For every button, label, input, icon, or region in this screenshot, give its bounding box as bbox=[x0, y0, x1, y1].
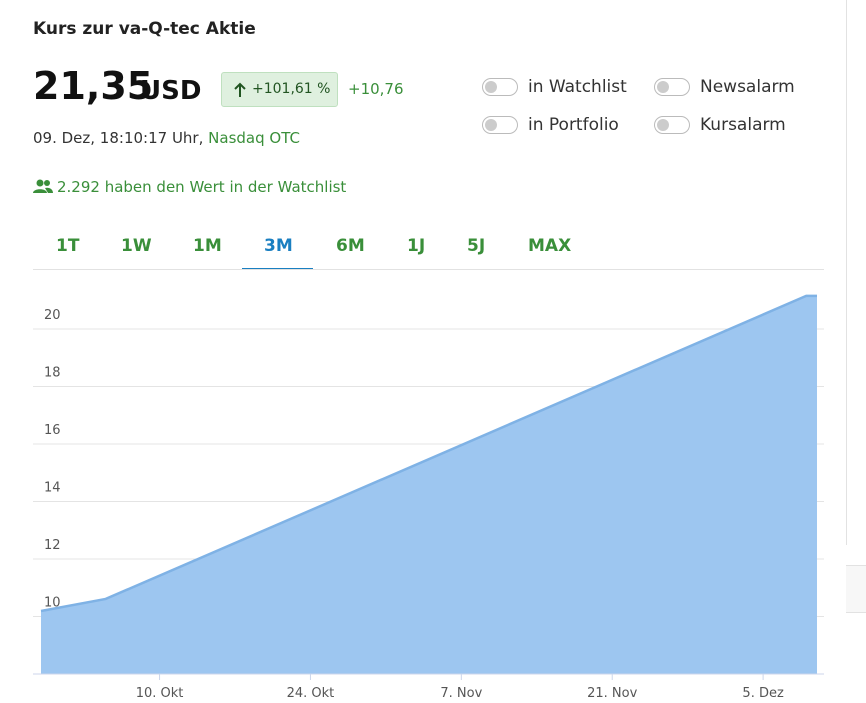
price: 21,35 bbox=[33, 64, 154, 108]
x-tick-label: 7. Nov bbox=[440, 686, 482, 701]
toggle[interactable] bbox=[654, 116, 690, 134]
x-tick-label: 10. Okt bbox=[136, 686, 184, 701]
exchange[interactable]: Nasdaq OTC bbox=[208, 129, 300, 147]
toggle-label[interactable]: in Portfolio bbox=[528, 115, 619, 135]
toggle-label[interactable]: Newsalarm bbox=[700, 77, 795, 97]
change-abs: +10,76 bbox=[348, 80, 404, 98]
y-tick-label: 18 bbox=[44, 365, 61, 380]
watchlist-text: 2.292 haben den Wert in der Watchlist bbox=[57, 178, 347, 196]
toggle[interactable] bbox=[482, 78, 518, 96]
side-panel bbox=[846, 565, 866, 613]
toggle-label[interactable]: Kursalarm bbox=[700, 115, 786, 135]
time: 09. Dez, 18:10:17 Uhr, bbox=[33, 129, 204, 147]
change-pct: +101,61 % bbox=[252, 81, 331, 97]
y-tick-label: 20 bbox=[44, 308, 61, 323]
title: Kurs zur va-Q-tec Aktie bbox=[33, 19, 256, 39]
tab[interactable]: 1J bbox=[407, 236, 426, 256]
arrow-up-icon bbox=[234, 82, 246, 97]
y-tick-label: 12 bbox=[44, 538, 61, 553]
toggle-label[interactable]: in Watchlist bbox=[528, 77, 627, 97]
x-tick-label: 21. Nov bbox=[587, 686, 637, 701]
toggle[interactable] bbox=[482, 116, 518, 134]
tab[interactable]: MAX bbox=[528, 236, 572, 256]
change-badge: +101,61 % bbox=[221, 72, 338, 107]
tab[interactable]: 6M bbox=[336, 236, 365, 256]
tab[interactable]: 1T bbox=[56, 236, 80, 256]
tab[interactable]: 1W bbox=[121, 236, 152, 256]
y-tick-label: 16 bbox=[44, 423, 61, 438]
tab[interactable]: 5J bbox=[467, 236, 486, 256]
tab[interactable]: 1M bbox=[193, 236, 222, 256]
x-tick-label: 24. Okt bbox=[287, 686, 335, 701]
y-tick-label: 14 bbox=[44, 480, 61, 495]
toggle[interactable] bbox=[654, 78, 690, 96]
currency: USD bbox=[140, 76, 202, 106]
price-area bbox=[41, 295, 817, 674]
watchlist-count[interactable]: 2.292 haben den Wert in der Watchlist bbox=[33, 178, 346, 196]
tab[interactable]: 3M bbox=[264, 236, 293, 256]
tab-border bbox=[33, 269, 824, 270]
x-tick-label: 5. Dez bbox=[742, 686, 784, 701]
price-line bbox=[40, 294, 817, 613]
users-icon bbox=[33, 179, 53, 193]
y-tick-label: 10 bbox=[44, 595, 61, 610]
timestamp: 09. Dez, 18:10:17 Uhr, Nasdaq OTC bbox=[33, 129, 300, 147]
panel-edge bbox=[846, 0, 847, 545]
